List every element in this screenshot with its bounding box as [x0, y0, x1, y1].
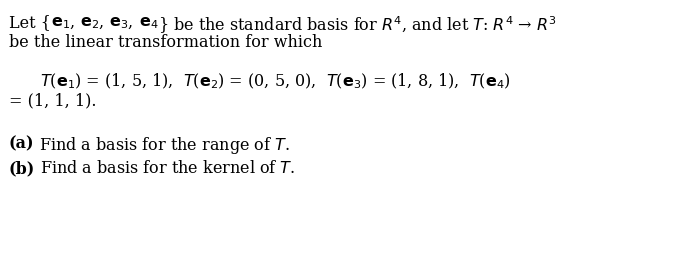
Text: } be the standard basis for $R^4$, and let $T$: $R^4$ → $R^3$: } be the standard basis for $R^4$, and l…: [158, 14, 557, 35]
Text: $\mathbf{e}_3$: $\mathbf{e}_3$: [110, 14, 128, 31]
Text: (b): (b): [9, 160, 35, 177]
Text: Find a basis for the kernel of $T$.: Find a basis for the kernel of $T$.: [35, 160, 295, 177]
Text: ,: ,: [99, 14, 110, 31]
Text: (a): (a): [9, 135, 34, 152]
Text: ,: ,: [70, 14, 80, 31]
Text: $\mathbf{e}_1$: $\mathbf{e}_1$: [51, 14, 70, 31]
Text: $T$($\mathbf{e}_1$) = (1, 5, 1),  $T$($\mathbf{e}_2$) = (0, 5, 0),  $T$($\mathbf: $T$($\mathbf{e}_1$) = (1, 5, 1), $T$($\m…: [40, 72, 511, 92]
Text: $\mathbf{e}_2$: $\mathbf{e}_2$: [80, 14, 99, 31]
Text: ,: ,: [128, 14, 139, 31]
Text: Let {: Let {: [9, 14, 51, 31]
Text: = (1, 1, 1).: = (1, 1, 1).: [9, 92, 97, 109]
Text: $\mathbf{e}_4$: $\mathbf{e}_4$: [139, 14, 158, 31]
Text: Find a basis for the range of $T$.: Find a basis for the range of $T$.: [34, 135, 291, 156]
Text: be the linear transformation for which: be the linear transformation for which: [9, 34, 322, 51]
